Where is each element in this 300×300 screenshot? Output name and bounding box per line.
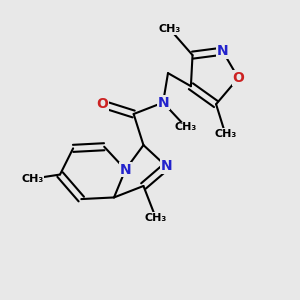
- Text: N: N: [160, 159, 172, 173]
- Text: CH₃: CH₃: [158, 24, 181, 34]
- Text: O: O: [232, 71, 244, 85]
- Text: N: N: [120, 163, 131, 177]
- Text: CH₃: CH₃: [21, 174, 43, 184]
- Text: O: O: [97, 97, 109, 111]
- Text: CH₃: CH₃: [214, 129, 236, 139]
- Text: CH₃: CH₃: [145, 213, 167, 223]
- Text: N: N: [157, 96, 169, 110]
- Text: N: N: [217, 44, 228, 58]
- Text: CH₃: CH₃: [175, 122, 197, 132]
